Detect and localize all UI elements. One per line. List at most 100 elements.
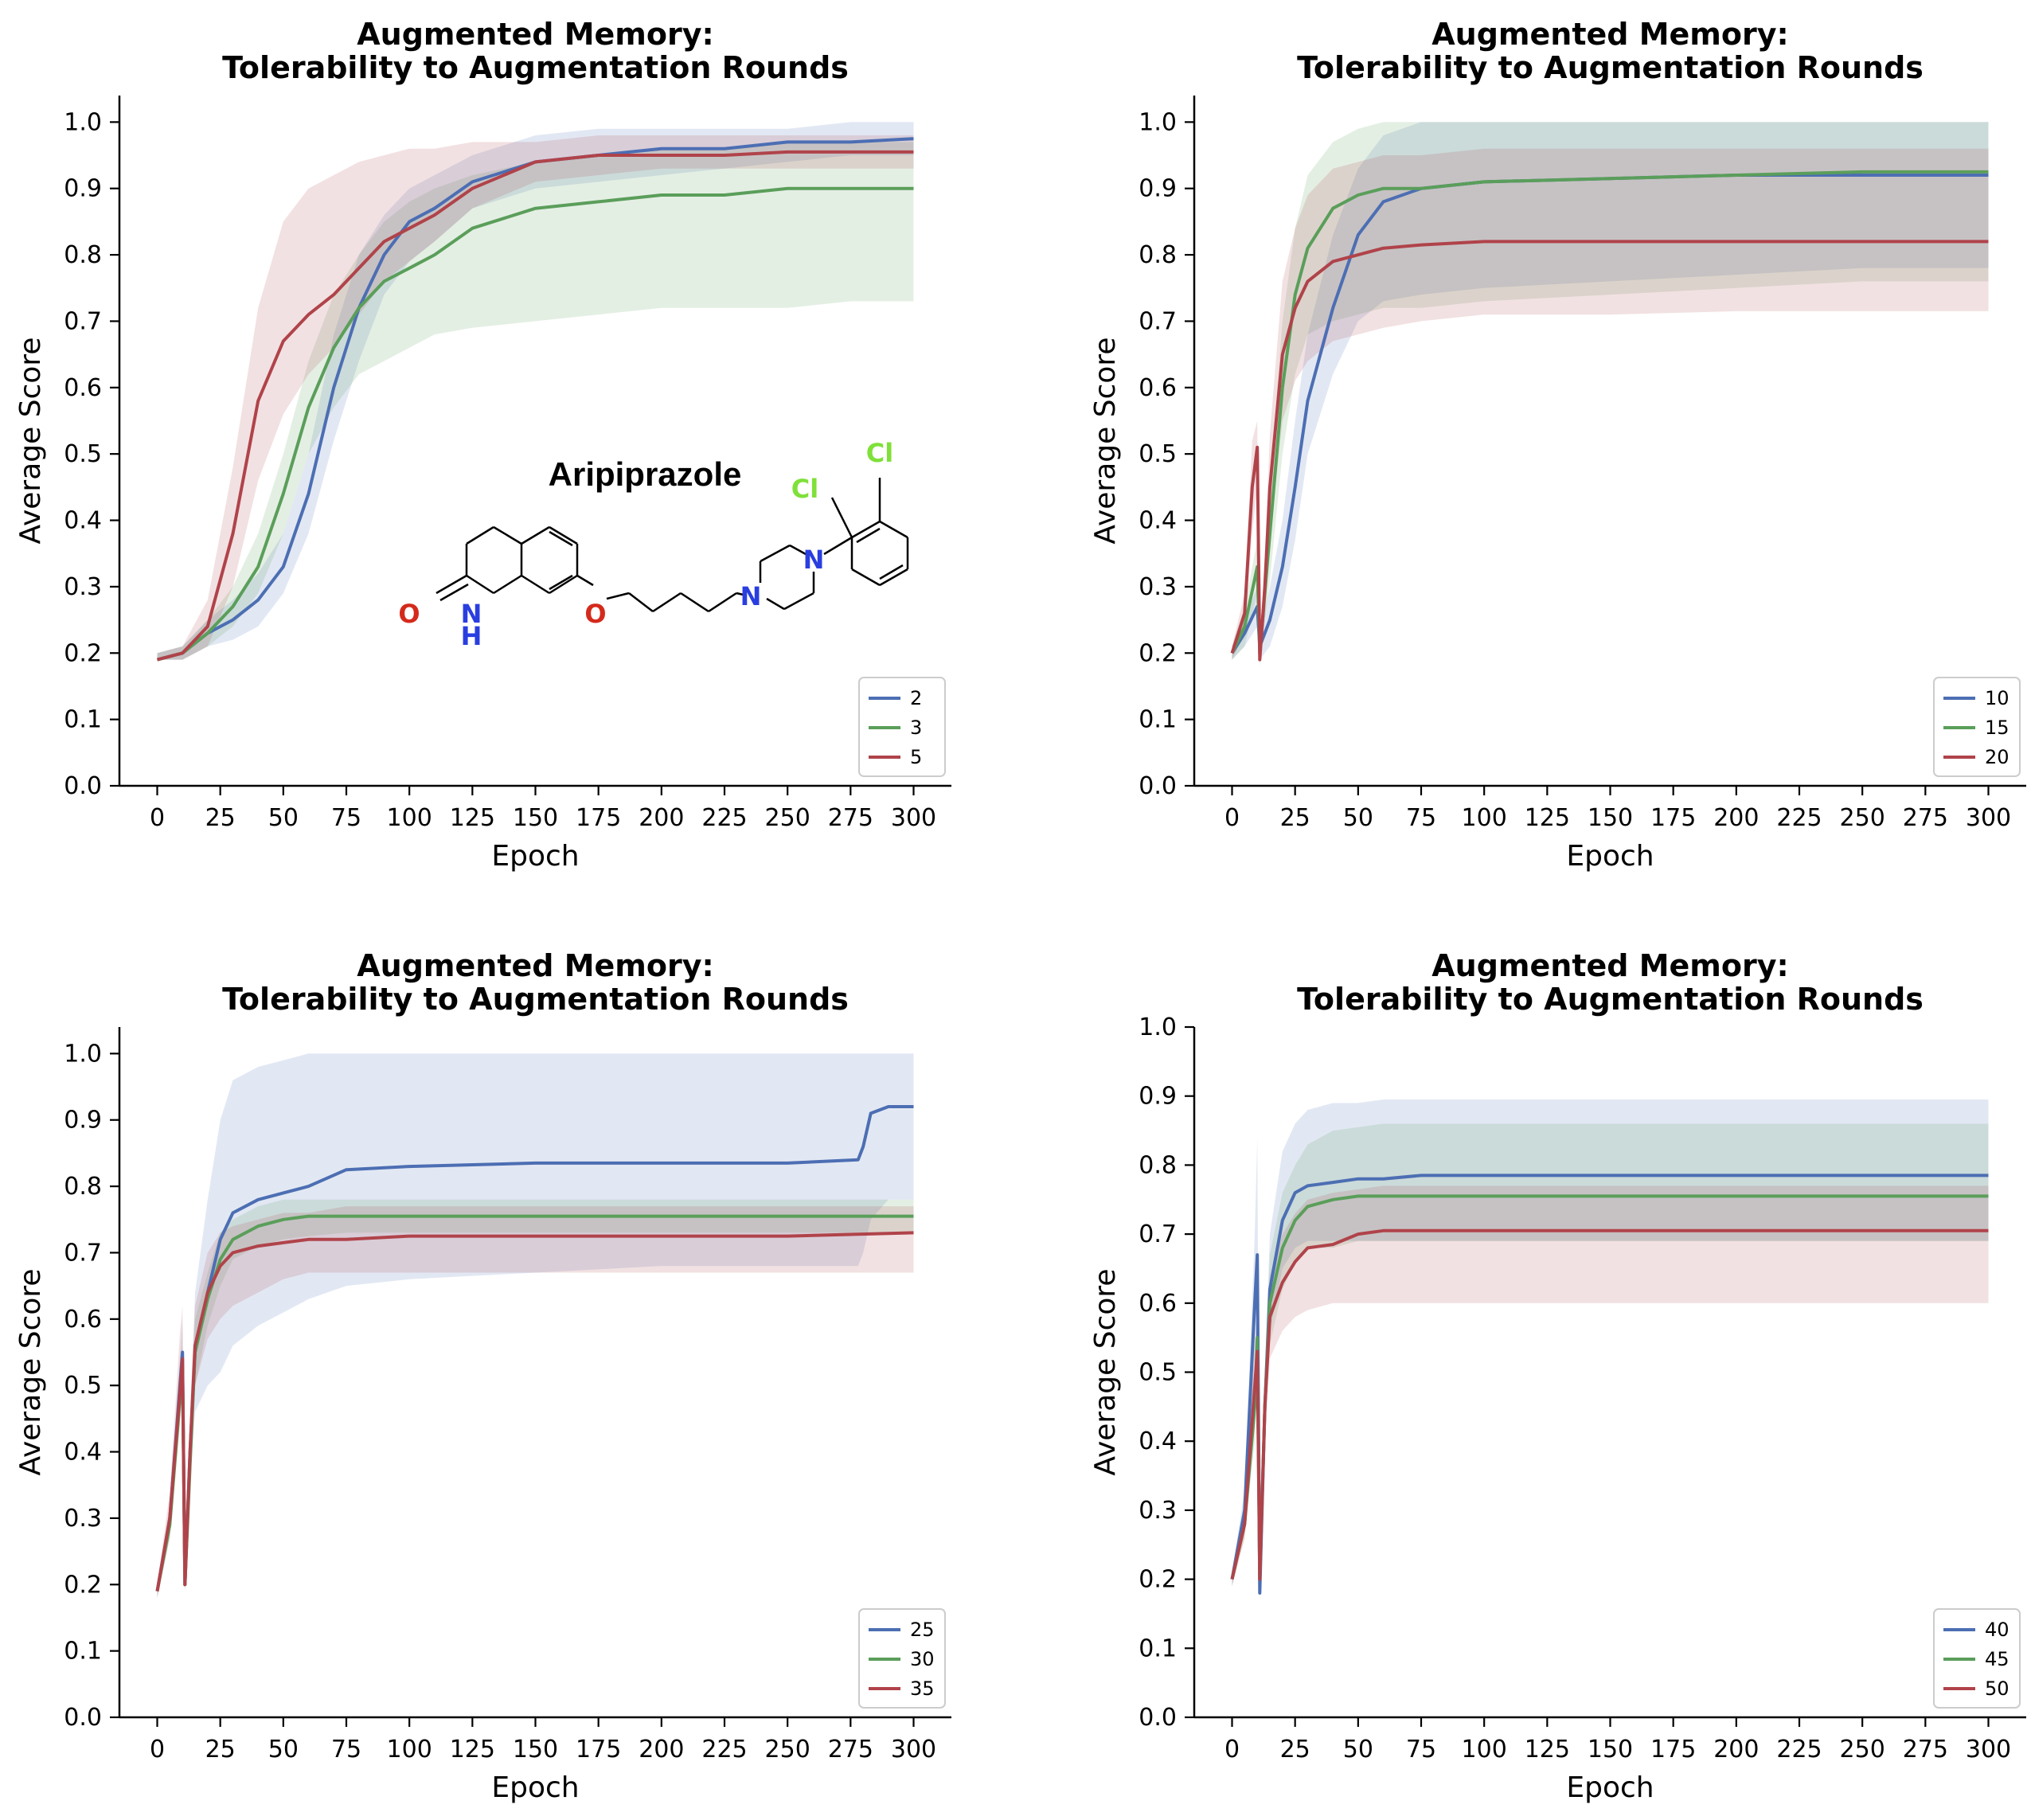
molecule-bond (708, 592, 737, 613)
molecule-bond (879, 564, 904, 580)
molecule-bond (783, 592, 814, 611)
molecule-bond (879, 520, 908, 539)
x-tick-label: 275 (1903, 804, 1948, 832)
x-tick-label: 75 (1406, 1736, 1436, 1763)
y-tick-label: 0.5 (1139, 440, 1177, 468)
molecule-bond (766, 597, 785, 611)
y-tick-label: 0.0 (64, 772, 102, 800)
x-tick-label: 200 (1713, 804, 1759, 832)
y-tick-label: 0.1 (1139, 1634, 1177, 1662)
x-tick-label: 275 (1903, 1736, 1948, 1763)
chart-title-line-1: Augmented Memory: (1431, 948, 1788, 983)
y-tick-label: 0.9 (64, 1107, 102, 1135)
x-tick-label: 250 (1840, 804, 1885, 832)
x-tick-label: 50 (1343, 1736, 1373, 1763)
x-tick-label: 275 (828, 1736, 873, 1763)
legend-box (1933, 677, 2021, 777)
molecule-atom-O: O (398, 599, 420, 629)
y-tick-label: 0.7 (1139, 307, 1177, 335)
x-tick-label: 125 (1525, 804, 1570, 832)
legend: 2 3 5 (858, 677, 946, 777)
y-tick-label: 0.8 (64, 241, 102, 269)
x-tick-label: 0 (1224, 804, 1240, 832)
molecule-bond (435, 574, 467, 595)
molecule-bond (493, 525, 522, 545)
molecule-bond (760, 544, 791, 563)
series-35-band (157, 1206, 914, 1598)
y-tick-label: 0.7 (1139, 1220, 1177, 1248)
y-tick-label: 0.4 (1139, 507, 1177, 535)
x-tick-label: 275 (828, 804, 873, 832)
legend-box (858, 1608, 946, 1709)
series-5-band (157, 135, 914, 660)
y-tick-label: 1.0 (64, 108, 102, 136)
series-25-band (157, 1053, 914, 1598)
chart-title-line-1: Augmented Memory: (1431, 17, 1788, 52)
chart-title-line-2: Tolerability to Augmentation Rounds (222, 982, 849, 1017)
molecule-bond (549, 574, 578, 595)
series-10-band (1232, 122, 1989, 660)
molecule-bond (830, 497, 853, 538)
x-tick-label: 0 (150, 1736, 165, 1763)
x-tick-label: 25 (1280, 804, 1310, 832)
legend-box (858, 677, 946, 777)
x-tick-label: 175 (1650, 804, 1696, 832)
y-tick-label: 0.6 (64, 374, 102, 402)
x-tick-label: 100 (1462, 1736, 1507, 1763)
y-axis-label: Average Score (1089, 337, 1122, 544)
x-tick-label: 50 (268, 804, 299, 832)
y-tick-label: 0.2 (1139, 639, 1177, 667)
x-tick-label: 25 (1280, 1736, 1310, 1763)
molecule-bond (466, 525, 494, 545)
chart-panel-1: Augmented Memory:Tolerability to Augment… (14, 17, 951, 873)
y-axis-label: Average Score (14, 1268, 47, 1475)
molecule-bond (606, 592, 630, 600)
x-tick-label: 300 (1966, 804, 2011, 832)
series-40-band (1232, 1099, 1989, 1600)
molecule-bond (736, 592, 748, 597)
molecule-bond (493, 574, 522, 595)
y-tick-label: 0.0 (64, 1704, 102, 1732)
x-tick-label: 75 (331, 804, 361, 832)
legend: 40 45 50 (1933, 1608, 2021, 1709)
legend-label-50: 50 (1985, 1677, 2010, 1700)
y-tick-label: 0.2 (1139, 1566, 1177, 1594)
x-tick-label: 225 (701, 804, 747, 832)
molecule-bond (549, 525, 578, 545)
x-tick-label: 0 (1224, 1736, 1240, 1763)
molecule-bond (549, 530, 573, 547)
x-axis-label: Epoch (491, 840, 579, 873)
series-45-band (1232, 1123, 1989, 1587)
molecule-atom-H: H (461, 621, 482, 651)
molecule-bond (789, 544, 807, 556)
x-tick-label: 200 (639, 804, 684, 832)
series-50-line (1230, 1228, 1989, 1581)
x-tick-label: 100 (387, 804, 432, 832)
x-tick-label: 300 (891, 804, 936, 832)
molecule-bond (856, 527, 881, 544)
chart-title-line-2: Tolerability to Augmentation Rounds (1297, 982, 1924, 1017)
x-axis-label: Epoch (1566, 1771, 1654, 1804)
x-tick-label: 0 (150, 804, 165, 832)
y-tick-label: 0.6 (1139, 1290, 1177, 1318)
y-tick-label: 1.0 (1139, 1013, 1177, 1041)
molecule-atom-N: N (461, 599, 482, 629)
molecule-bond (879, 568, 908, 587)
molecule-bond (521, 574, 550, 595)
y-tick-label: 0.1 (64, 706, 102, 734)
molecule-bond (823, 536, 853, 556)
legend-label-5: 5 (910, 746, 922, 768)
x-tick-label: 50 (1343, 804, 1373, 832)
y-tick-label: 0.6 (64, 1306, 102, 1334)
series-3-band (157, 142, 914, 660)
x-tick-label: 25 (205, 804, 236, 832)
x-tick-label: 200 (639, 1736, 684, 1763)
chart-panel-2: Augmented Memory:Tolerability to Augment… (1089, 17, 2026, 873)
y-tick-label: 1.0 (1139, 108, 1177, 136)
y-axis-label: Average Score (14, 337, 47, 544)
legend-label-20: 20 (1985, 746, 2010, 768)
molecule-bond (851, 568, 881, 587)
legend-label-10: 10 (1985, 687, 2010, 709)
series-3-line (156, 186, 914, 662)
y-tick-label: 0.7 (64, 1239, 102, 1267)
